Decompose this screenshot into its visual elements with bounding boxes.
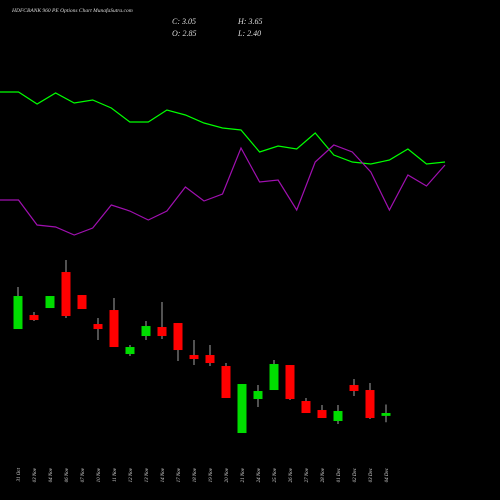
candle-body — [253, 391, 263, 400]
x-tick-label: 18 Nov — [193, 467, 198, 482]
candle-body — [157, 327, 167, 337]
x-tick-label: 04 Nov — [49, 467, 54, 482]
candle-body — [29, 315, 39, 321]
candle-body — [13, 296, 23, 330]
x-tick-label: 19 Nov — [209, 467, 214, 482]
x-tick-label: 10 Nov — [97, 467, 102, 482]
chart-title: HDFCBANK 960 PE Options Chart MunafaSutr… — [11, 7, 133, 14]
candle-body — [109, 310, 119, 348]
x-tick-label: 21 Nov — [241, 467, 246, 482]
x-tick-label: 27 Nov — [305, 467, 310, 482]
x-tick-label: 13 Nov — [145, 467, 150, 482]
x-tick-label: 06 Nov — [65, 467, 70, 482]
x-tick-label: 20 Nov — [225, 467, 230, 482]
x-tick-label: 02 Dec — [353, 467, 358, 482]
candle-body — [237, 384, 247, 434]
line-series — [0, 144, 446, 236]
candle-body — [317, 410, 327, 419]
candle-body — [221, 366, 231, 399]
candle-body — [365, 390, 375, 419]
candle-body — [285, 365, 295, 400]
candle-body — [45, 296, 55, 309]
candle-body — [205, 355, 215, 364]
x-tick-label: 07 Nov — [81, 467, 86, 482]
x-tick-label: 12 Nov — [129, 467, 134, 482]
candle-body — [333, 411, 343, 422]
candle-body — [77, 295, 87, 310]
x-tick-label: 03 Nov — [33, 467, 38, 482]
candle-body — [269, 364, 279, 391]
x-tick-label: 11 Nov — [113, 467, 118, 482]
candle-body — [381, 413, 391, 416]
line-series — [0, 91, 446, 165]
x-tick-label: 03 Dec — [369, 467, 374, 482]
candle-body — [173, 323, 183, 351]
x-tick-label: 17 Nov — [177, 467, 182, 482]
candle-body — [125, 347, 135, 355]
candle-body — [61, 272, 71, 317]
x-tick-label: 26 Nov — [289, 467, 294, 482]
high-label: H: 3.65 — [237, 17, 262, 26]
x-tick-label: 25 Nov — [273, 467, 278, 482]
candle-body — [141, 326, 151, 337]
x-tick-label: 31 Oct — [17, 467, 22, 481]
candle-body — [93, 324, 103, 330]
candle-body — [189, 355, 199, 360]
close-label: C: 3.05 — [172, 17, 196, 26]
x-tick-label: 04 Dec — [385, 467, 390, 482]
low-label: L: 2.40 — [237, 29, 261, 38]
x-tick-label: 01 Dec — [337, 467, 342, 482]
x-tick-label: 28 Nov — [321, 467, 326, 482]
candle-body — [301, 401, 311, 414]
x-tick-label: 14 Nov — [161, 467, 166, 482]
open-label: O: 2.85 — [172, 29, 196, 38]
candle-body — [349, 385, 359, 392]
x-tick-label: 24 Nov — [257, 467, 262, 482]
